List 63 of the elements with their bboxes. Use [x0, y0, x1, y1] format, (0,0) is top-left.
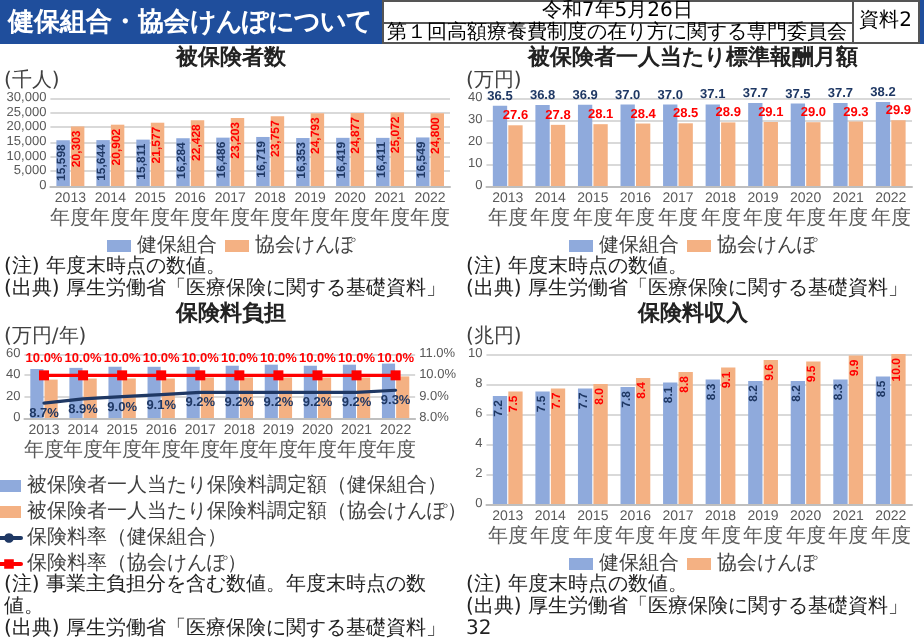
- bar: [550, 388, 566, 504]
- text: (注) 年度末時点の数値。: [466, 574, 688, 596]
- legend-label: 健保組合: [599, 551, 679, 575]
- chart-title: 保険料収入: [635, 300, 750, 326]
- text: 令和7年5月26日: [383, 0, 852, 24]
- bar: [875, 376, 891, 504]
- bar: [748, 381, 763, 504]
- bar: [663, 382, 678, 504]
- bar: [678, 123, 693, 186]
- bar: [508, 391, 523, 504]
- bar: [891, 120, 906, 186]
- bar: [620, 387, 635, 504]
- bar: [635, 378, 651, 504]
- text: (出典) 厚生労働省「医療保険に関する基礎資料」: [466, 596, 910, 618]
- legend-label: 健保組合: [599, 233, 679, 257]
- text: (注) 年度末時点の数値。: [4, 256, 226, 278]
- bar: [806, 361, 821, 504]
- text: (注) 事業主負担分を含む数値。年度末時点の数値。: [4, 574, 428, 618]
- bar: [678, 372, 693, 504]
- bar: [492, 396, 508, 504]
- y-axis-title: (千人): [4, 70, 60, 92]
- chart-title: 保険料負担: [173, 300, 288, 326]
- bar: [593, 384, 608, 504]
- text: 健保組合・協会けんぽについて: [5, 6, 374, 40]
- bar: [848, 355, 864, 504]
- text: 32: [466, 618, 494, 640]
- bar: [593, 124, 608, 186]
- legend-label: 協会けんぽ: [255, 233, 357, 257]
- bar: [705, 379, 720, 504]
- bar: [705, 104, 720, 186]
- bar: [635, 123, 651, 186]
- bar: [577, 388, 593, 504]
- legend-label: 保険料率（健保組合）: [27, 525, 227, 549]
- legend-label: 被保険者一人当たり保険料調定額（協会けんぽ）: [27, 499, 467, 523]
- legend-label: 健保組合: [137, 233, 217, 257]
- bar: [535, 391, 550, 504]
- bar: [790, 381, 806, 504]
- bar: [721, 122, 736, 186]
- text: 資料2: [857, 7, 914, 36]
- text: (出典) 厚生労働省「医療保険に関する基礎資料」: [4, 618, 448, 640]
- y-axis-title: (万円): [466, 70, 522, 92]
- legend-label: 協会けんぽ: [717, 233, 819, 257]
- text: 第１回高額療養費制度の在り方に関する専門委員会: [385, 22, 850, 44]
- bar: [891, 354, 906, 504]
- legend-label: 被保険者一人当たり保険料調定額（健保組合）: [27, 473, 447, 497]
- bar: [550, 124, 566, 186]
- legend-label: 保険料率（協会けんぽ）: [27, 551, 247, 575]
- text: (出典) 厚生労働省「医療保険に関する基礎資料」: [466, 278, 910, 300]
- bar: [763, 360, 778, 504]
- y-axis-title: (兆円): [466, 326, 522, 348]
- legend-label: 協会けんぽ: [717, 551, 819, 575]
- bar: [721, 367, 736, 504]
- bar: [848, 121, 864, 186]
- bar: [620, 104, 635, 186]
- y-axis-title: (万円/年): [4, 326, 87, 348]
- bar: [763, 121, 778, 186]
- chart-title: 被保険者一人当たり標準報酬月額: [525, 44, 860, 70]
- bar: [806, 122, 821, 186]
- chart-title: 被保険者数: [173, 44, 288, 70]
- text: (出典) 厚生労働省「医療保険に関する基礎資料」: [4, 278, 448, 300]
- bar: [508, 125, 523, 186]
- bar: [833, 379, 848, 504]
- text: (注) 年度末時点の数値。: [466, 256, 688, 278]
